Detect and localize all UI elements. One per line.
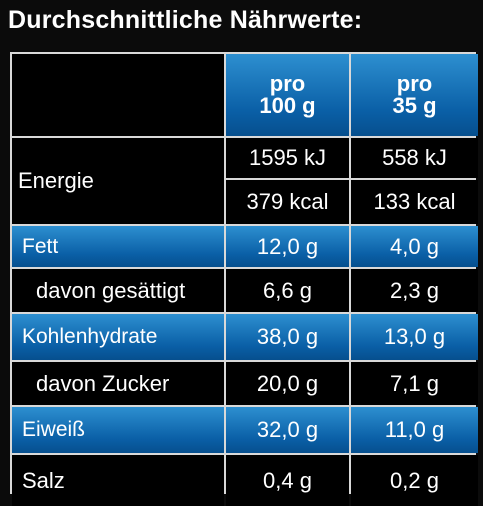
nutrition-table: pro 100 g pro 35 g Energie 1595 kJ 558 k… [10,52,478,506]
kohlenhydrate-35g: 13,0 g [351,314,478,360]
energie-kcal-35g: 133 kcal [351,180,478,224]
gesaettigt-35g: 2,3 g [351,269,478,312]
header-per-100g: pro 100 g [226,54,349,136]
row-label-salz: Salz [12,455,224,506]
header-empty-cell [12,54,224,136]
row-label-kohlenhydrate: Kohlenhydrate [12,314,224,360]
header-per-100g-line2: 100 g [259,93,316,118]
zucker-100g: 20,0 g [226,362,349,405]
row-label-fett: Fett [12,226,224,267]
energie-kj-100g: 1595 kJ [226,138,349,178]
fett-100g: 12,0 g [226,226,349,267]
eiweiss-100g: 32,0 g [226,407,349,453]
gesaettigt-100g: 6,6 g [226,269,349,312]
salz-100g: 0,4 g [226,455,349,506]
kohlenhydrate-100g: 38,0 g [226,314,349,360]
header-per-35g: pro 35 g [351,54,478,136]
salz-35g: 0,2 g [351,455,478,506]
fett-35g: 4,0 g [351,226,478,267]
nutrition-grid: pro 100 g pro 35 g Energie 1595 kJ 558 k… [12,54,478,506]
energie-kj-35g: 558 kJ [351,138,478,178]
row-label-eiweiss: Eiweiß [12,407,224,453]
zucker-35g: 7,1 g [351,362,478,405]
energie-kcal-100g: 379 kcal [226,180,349,224]
header-per-35g-line2: 35 g [392,93,437,118]
row-label-zucker: davon Zucker [12,362,224,405]
row-label-energie: Energie [12,138,224,224]
page-title: Durchschnittliche Nährwerte: [8,6,363,34]
eiweiss-35g: 11,0 g [351,407,478,453]
header-per-35g-line1: pro [396,71,433,96]
row-label-gesaettigt: davon gesättigt [12,269,224,312]
header-per-100g-line1: pro [269,71,306,96]
